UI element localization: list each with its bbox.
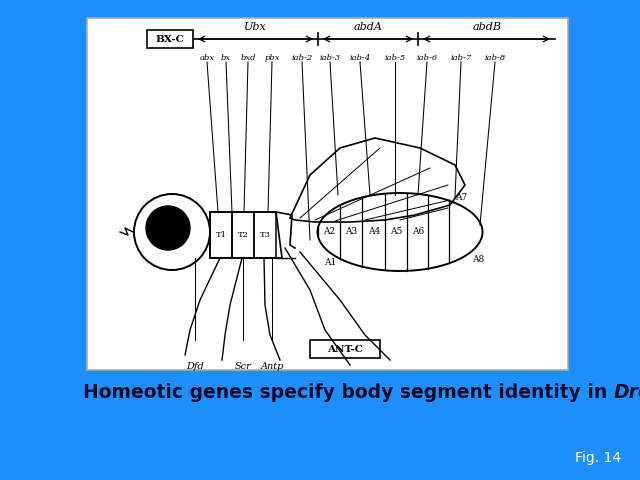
Bar <box>210 212 232 258</box>
Text: iab-8: iab-8 <box>484 54 506 62</box>
Text: A1: A1 <box>324 258 336 267</box>
Text: A4: A4 <box>368 228 380 237</box>
Text: A2: A2 <box>323 228 335 237</box>
Text: Fig. 14: Fig. 14 <box>575 451 621 465</box>
Text: T1: T1 <box>216 231 227 239</box>
Text: Drosophila: Drosophila <box>614 384 640 403</box>
Text: A6: A6 <box>412 228 424 237</box>
Text: iab-4: iab-4 <box>349 54 371 62</box>
Bar <box>310 340 380 358</box>
Text: iab-6: iab-6 <box>417 54 438 62</box>
Text: ANT-C: ANT-C <box>327 345 363 353</box>
Text: A3: A3 <box>345 228 357 237</box>
Text: iab-2: iab-2 <box>291 54 312 62</box>
Text: iab-3: iab-3 <box>319 54 340 62</box>
Text: A7: A7 <box>455 193 467 203</box>
Bar <box>254 212 276 258</box>
Text: T3: T3 <box>259 231 271 239</box>
Bar <box>232 212 254 258</box>
Bar <box>147 30 193 48</box>
Text: Dfd: Dfd <box>186 362 204 371</box>
Text: pbx: pbx <box>264 54 280 62</box>
Text: bxd: bxd <box>240 54 256 62</box>
Text: Antp: Antp <box>260 362 284 371</box>
Text: Ubx: Ubx <box>244 22 266 32</box>
Text: Homeotic genes specify body segment identity in: Homeotic genes specify body segment iden… <box>83 384 614 403</box>
Circle shape <box>146 206 190 250</box>
Text: abdA: abdA <box>353 22 383 32</box>
Bar <box>87 18 568 370</box>
Text: iab-5: iab-5 <box>385 54 406 62</box>
Text: Scr: Scr <box>235 362 252 371</box>
Text: iab-7: iab-7 <box>451 54 472 62</box>
Text: T2: T2 <box>237 231 248 239</box>
Text: abx: abx <box>200 54 214 62</box>
Text: A8: A8 <box>472 255 484 264</box>
Text: A5: A5 <box>390 228 402 237</box>
Text: BX-C: BX-C <box>156 35 184 44</box>
Text: abdB: abdB <box>472 22 502 32</box>
Text: bx: bx <box>221 54 231 62</box>
